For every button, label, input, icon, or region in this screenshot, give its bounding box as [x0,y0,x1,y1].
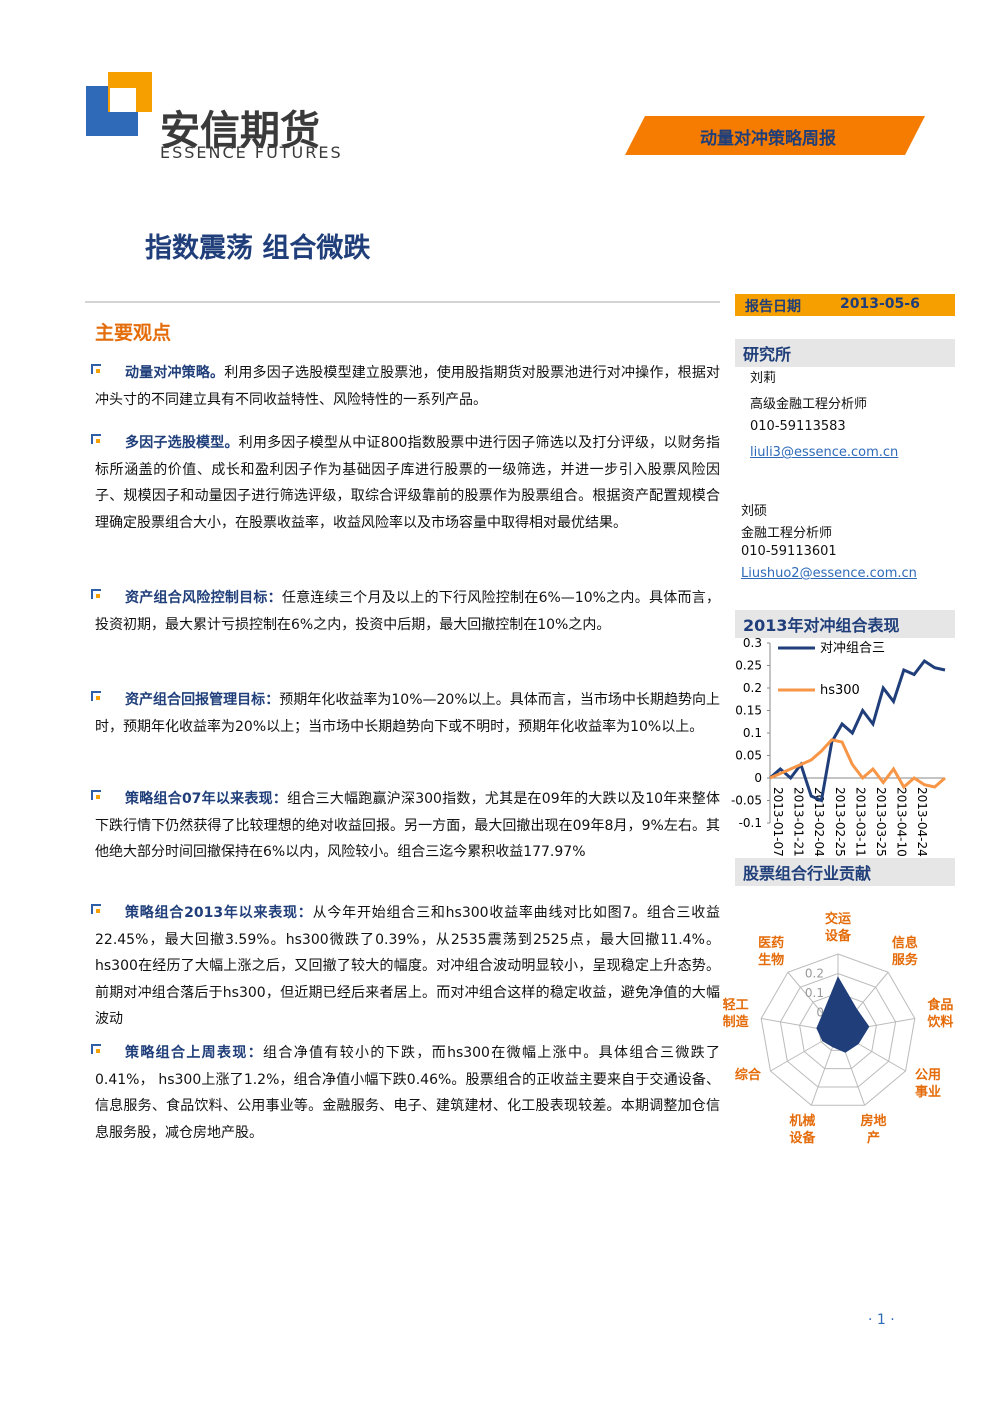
y-tick-label: 0.15 [735,704,762,718]
legend-label: 对冲组合三 [820,641,885,656]
radar-label: 交运设备 [824,912,851,944]
bullet-icon [96,795,100,799]
analyst-phone: 010-59113601 [741,544,837,559]
paragraph-lead: 资产组合回报管理目标： [125,692,280,708]
paragraph-body: 从今年开始组合三和hs300收益率曲线对比如图7。组合三收益22.45%，最大回… [95,905,720,1027]
bullet-icon [96,1049,100,1053]
y-tick-label: 0.1 [743,726,762,740]
bullet-icon [91,790,101,800]
legend-label: hs300 [820,683,860,698]
x-tick-label: 2013-03-11 [853,787,867,857]
bullet-icon [96,696,100,700]
r-tick-label: 0.1 [805,986,824,1000]
paragraph-lead: 资产组合风险控制目标： [125,590,282,606]
series-line [769,738,946,790]
title: 指数震荡 组合微跌 [145,233,371,264]
x-tick-label: 2013-04-10 [895,787,909,857]
paragraph-body: 利用多因子模型从中证800指数股票中进行因子筛选以及打分评级，以财务指标所涵盖的… [95,435,720,531]
y-tick-label: 0.05 [735,749,762,763]
paragraph-lead: 策略组合07年以来表现： [125,791,288,807]
radar-label: 房地产 [860,1113,887,1146]
paragraph-lead: 策略组合上周表现： [125,1045,264,1061]
bullet-icon [96,594,100,598]
sidebar: 研究所 [735,339,955,367]
y-tick-label: 0.25 [735,659,762,673]
institute: 研究所 [735,339,955,367]
logo-part [86,112,138,136]
paragraph-lead: 动量对冲策略。 [125,365,225,381]
paragraph: 资产组合回报管理目标：预期年化收益率为10%—20%以上。具体而言，当市场中长期… [91,687,721,740]
y-tick-label: 0.2 [743,681,762,695]
grid-ring [760,953,916,1106]
analyst-title: 高级金融工程分析师 [750,397,868,412]
paragraph-body: 组合三大幅跑赢沪深300指数，尤其是在09年的大跌以及10年来整体下跌行情下仍然… [95,791,721,860]
bullet-icon [96,439,100,443]
paragraph: 动量对冲策略。利用多因子选股模型建立股票池，使用股指期货对股票池进行对冲操作，根… [91,360,721,413]
paragraph: 资产组合风险控制目标：任意连续三个月及以上的下行风险控制在6%—10%之内。具体… [91,585,720,638]
grid-ring [799,992,877,1070]
brand: 安信期货 [160,108,320,154]
r-tick-label: 0 [816,1006,824,1020]
chart-title: 股票组合行业贡献 [735,858,955,886]
brand-en: ESSENCE FUTURES [160,143,343,162]
paragraph: 策略组合07年以来表现：组合三大幅跑赢沪深300指数，尤其是在09年的大跌以及1… [91,786,721,866]
radar-label: 轻工制造 [722,997,749,1030]
logo-part [110,88,136,112]
section-title: 主要观点 [95,322,172,344]
x-tick-label: 2013-02-04 [812,787,826,857]
bullet-icon [91,691,101,701]
analyst-email: liuli3@essence.com.cn [750,445,899,460]
bullet-icon [91,904,101,914]
date-bar [735,294,955,316]
radar-area [816,976,870,1053]
radar-label: 机械设备 [789,1113,816,1146]
date: 2013-05-6 [840,296,920,312]
x-tick-label: 2013-01-07 [771,787,785,857]
analyst-phone: 010-59113583 [750,419,846,434]
page-number: · 1 · [868,1312,895,1328]
paragraph-body: 组合净值有较小的下跌，而hs300在微幅上涨中。具体组合三微跌了0.41%， h… [95,1045,721,1141]
y-tick-label: 0 [754,771,762,785]
analyst-name: 刘莉 [750,371,777,386]
x-tick-label: 2013-04-24 [915,787,929,857]
grid-ring [779,972,897,1088]
paragraph: 多因子选股模型。利用多因子模型从中证800指数股票中进行因子筛选以及打分评级，以… [91,430,720,536]
bullet-icon [91,589,101,599]
bullet-icon [96,909,100,913]
x-tick-label: 2013-02-25 [833,787,847,857]
paragraph: 策略组合上周表现：组合净值有较小的下跌，而hs300在微幅上涨中。具体组合三微跌… [91,1040,721,1146]
paragraph-body: 预期年化收益率为10%—20%以上。具体而言，当市场中长期趋势向上时，预期年化收… [95,692,721,735]
radar-label: 食品饮料 [927,997,954,1030]
bullet-icon [91,364,101,374]
analyst-title: 金融工程分析师 [741,526,833,541]
banner [625,116,925,155]
y-tick-label: -0.05 [731,794,762,808]
paragraph-body: 任意连续三个月及以上的下行风险控制在6%—10%之内。具体而言，投资初期，最大累… [95,590,720,633]
bullet-icon [96,369,100,373]
analyst-name: 刘硕 [741,504,768,519]
radar-label: 医药生物 [758,936,785,969]
x-tick-label: 2013-03-25 [874,787,888,857]
y-tick-label: -0.1 [739,816,762,830]
paragraph-lead: 策略组合2013年以来表现： [125,905,313,921]
bullet-icon [91,434,101,444]
radar-label: 公用事业 [915,1068,942,1100]
y-tick-label: 0.3 [743,636,762,650]
chart-title: 2013年对冲组合表现 [735,610,955,638]
x-tick-label: 2013-01-21 [792,787,806,857]
paragraph-body: 利用多因子选股模型建立股票池，使用股指期货对股票池进行对冲操作，根据对冲头寸的不… [95,365,721,408]
paragraph: 策略组合2013年以来表现：从今年开始组合三和hs300收益率曲线对比如图7。组… [91,900,720,1033]
r-tick-label: 0.2 [805,967,824,981]
radar-label: 信息服务 [891,936,918,969]
analyst-email: Liushuo2@essence.com.cn [741,566,917,581]
radar-label: 综合 [734,1068,761,1083]
report-type: 动量对冲策略周报 [700,129,836,149]
date-label: 报告日期 [745,299,801,315]
paragraph-lead: 多因子选股模型。 [125,435,239,451]
bullet-icon [91,1044,101,1054]
